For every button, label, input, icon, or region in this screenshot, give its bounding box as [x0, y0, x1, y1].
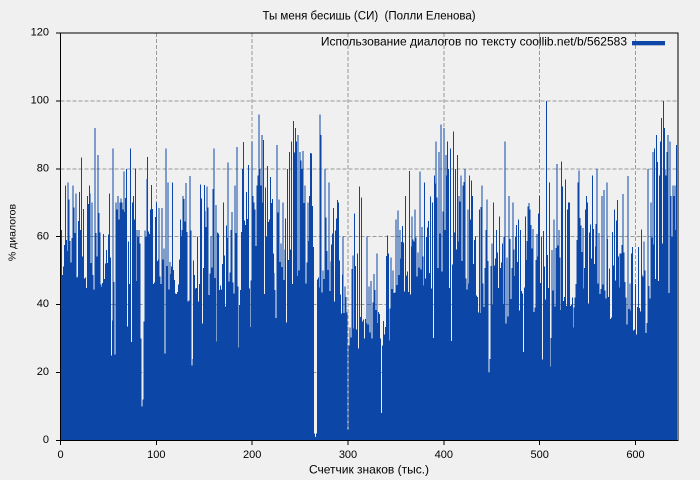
svg-text:600: 600 [626, 449, 644, 461]
svg-text:Счетчик знаков (тыс.): Счетчик знаков (тыс.) [309, 463, 429, 477]
svg-text:120: 120 [31, 27, 49, 39]
svg-text:100: 100 [147, 449, 165, 461]
svg-text:0: 0 [43, 434, 49, 446]
svg-text:200: 200 [243, 449, 261, 461]
svg-text:Использование диалогов по текс: Использование диалогов по тексту coollib… [321, 34, 627, 48]
svg-text:% диалогов: % диалогов [7, 203, 19, 261]
svg-text:300: 300 [339, 449, 357, 461]
svg-text:80: 80 [37, 163, 49, 175]
svg-text:500: 500 [531, 449, 549, 461]
svg-text:100: 100 [31, 95, 49, 107]
svg-text:0: 0 [57, 449, 63, 461]
svg-text:40: 40 [37, 298, 49, 310]
svg-text:20: 20 [37, 366, 49, 378]
svg-text:400: 400 [435, 449, 453, 461]
svg-text:Ты меня бесишь (СИ) (Полли Ел: Ты меня бесишь (СИ) (Полли Еленова) [262, 11, 475, 23]
svg-text:60: 60 [37, 230, 49, 242]
